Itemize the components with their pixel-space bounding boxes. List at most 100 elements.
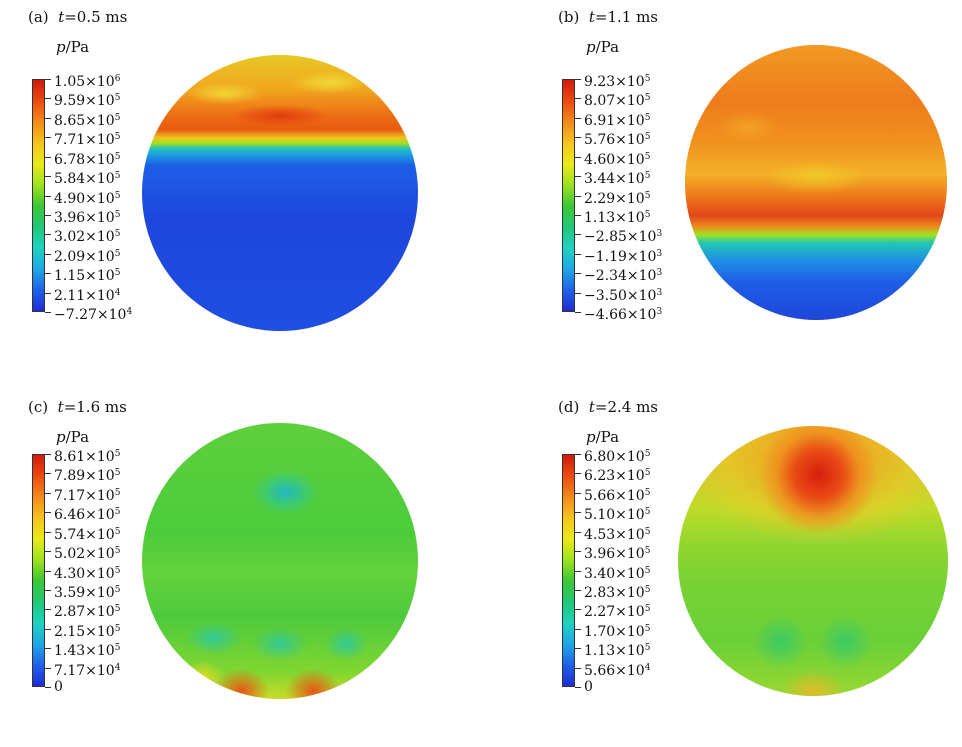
panel-title: (b) t=1.1 ms — [558, 8, 658, 26]
colorbar-tick — [575, 292, 581, 294]
colorbar-tick — [45, 156, 51, 158]
colorbar-tick-label: 8.61×105 — [54, 449, 121, 465]
colorbar-tick-label: 6.78×105 — [54, 151, 121, 168]
colorbar-tick-label: 9.59×105 — [54, 93, 121, 110]
colorbar-tick-label: 3.02×105 — [54, 229, 121, 246]
colorbar-tick — [45, 253, 51, 255]
panel-c: (c) t=1.6 ms p/Pa 8.61×105 7.89×105 7.17×1… — [0, 390, 481, 747]
colorbar-tick — [45, 551, 51, 553]
colorbar-tick — [575, 492, 581, 494]
unit-variable: p — [56, 428, 66, 446]
colorbar-tick-label: 5.74×105 — [54, 526, 121, 543]
colorbar-tick-label: 2.83×105 — [584, 584, 651, 601]
colorbar-unit: p/Pa — [586, 428, 619, 446]
colorbar-tick-label: 2.11×104 — [54, 287, 121, 304]
panel-d: (d) t=2.4 ms p/Pa 6.80×105 6.23×105 5.66×1… — [530, 390, 962, 747]
unit-suffix: /Pa — [595, 38, 620, 56]
unit-suffix: /Pa — [65, 38, 90, 56]
colorbar-tick-label: 8.07×105 — [584, 93, 651, 110]
colorbar-tick-label: −7.27×104 — [54, 307, 133, 323]
unit-suffix: /Pa — [595, 428, 620, 446]
unit-variable: p — [56, 38, 66, 56]
colorbar-tick-label: 2.09×105 — [54, 248, 121, 265]
colorbar-tick — [575, 648, 581, 650]
time-value: =2.4 ms — [594, 398, 659, 416]
unit-variable: p — [586, 38, 596, 56]
colorbar-tick — [575, 253, 581, 255]
colorbar-tick — [45, 648, 51, 650]
colorbar-tick-label: 7.71×105 — [54, 132, 121, 149]
colorbar-tick — [45, 628, 51, 630]
colorbar-tick — [575, 687, 581, 688]
colorbar — [562, 454, 575, 687]
colorbar-tick-label: 7.89×105 — [54, 468, 121, 485]
colorbar-tick — [575, 79, 581, 80]
colorbar-tick-label: 7.17×105 — [54, 487, 121, 504]
colorbar-tick-label: 1.43×105 — [54, 643, 121, 660]
colorbar-tick-label: 6.91×105 — [584, 112, 651, 129]
panel-title: (c) t=1.6 ms — [28, 398, 127, 416]
colorbar-tick-label: 3.40×105 — [584, 565, 651, 582]
colorbar-tick — [575, 589, 581, 591]
colorbar-tick-label: 6.80×105 — [584, 449, 651, 465]
colorbar-tick — [575, 609, 581, 611]
time-variable: t — [58, 8, 65, 26]
colorbar-tick — [45, 589, 51, 591]
colorbar-tick — [45, 137, 51, 139]
colorbar-tick-label: −3.50×103 — [584, 287, 663, 304]
colorbar-tick-label: 2.87×105 — [54, 604, 121, 621]
panel-label: (b) — [558, 8, 580, 26]
unit-variable: p — [586, 428, 596, 446]
colorbar-tick-label: −2.34×103 — [584, 268, 663, 285]
colorbar-tick — [45, 667, 51, 669]
colorbar-tick-label: 3.96×105 — [54, 209, 121, 226]
panel-label: (a) — [28, 8, 49, 26]
colorbar-tick-label: 3.96×105 — [584, 546, 651, 563]
time-value: =1.1 ms — [594, 8, 659, 26]
unit-suffix: /Pa — [65, 428, 90, 446]
colorbar-tick — [45, 512, 51, 514]
colorbar-tick-label: 1.13×105 — [584, 209, 651, 226]
colorbar-tick — [575, 98, 581, 100]
colorbar-tick — [45, 98, 51, 100]
pressure-field-disc — [685, 45, 947, 320]
colorbar-tick-label: 2.29×105 — [584, 190, 651, 207]
colorbar-tick-label: −2.85×103 — [584, 229, 663, 246]
colorbar-tick — [575, 570, 581, 572]
colorbar-tick — [575, 312, 581, 313]
colorbar-tick-label: 1.15×105 — [54, 268, 121, 285]
colorbar-tick — [575, 628, 581, 630]
colorbar-tick-label: 6.23×105 — [584, 468, 651, 485]
colorbar-tick-label: 3.59×105 — [54, 584, 121, 601]
colorbar-tick — [45, 79, 51, 80]
colorbar-tick — [45, 292, 51, 294]
panel-title: (a) t=0.5 ms — [28, 8, 127, 26]
pressure-field-disc — [678, 426, 948, 696]
colorbar-tick-label: 0 — [54, 679, 63, 695]
colorbar-tick-label: 2.15×105 — [54, 623, 121, 640]
colorbar-tick — [575, 273, 581, 275]
colorbar-unit: p/Pa — [586, 38, 619, 56]
colorbar-tick-label: 4.60×105 — [584, 151, 651, 168]
colorbar-tick-label: 5.66×105 — [584, 487, 651, 504]
time-variable: t — [588, 8, 595, 26]
panel-label: (d) — [558, 398, 580, 416]
colorbar-tick — [45, 312, 51, 313]
colorbar-tick — [45, 454, 51, 455]
colorbar-tick — [575, 176, 581, 178]
colorbar-tick-label: 1.05×106 — [54, 74, 121, 90]
colorbar-tick-label: 6.46×105 — [54, 507, 121, 524]
colorbar-tick-label: 0 — [584, 679, 593, 695]
colorbar-tick — [45, 176, 51, 178]
colorbar — [562, 79, 575, 312]
pressure-field-disc — [142, 55, 418, 331]
time-variable: t — [588, 398, 595, 416]
panel-b: (b) t=1.1 ms p/Pa 9.23×105 8.07×105 6.91×1… — [530, 0, 962, 357]
colorbar-tick — [575, 667, 581, 669]
colorbar-tick-label: 5.76×105 — [584, 132, 651, 149]
colorbar-tick — [575, 156, 581, 158]
colorbar-tick-label: 5.02×105 — [54, 546, 121, 563]
colorbar-tick-label: −1.19×103 — [584, 248, 663, 265]
colorbar-tick — [45, 609, 51, 611]
panel-title: (d) t=2.4 ms — [558, 398, 658, 416]
